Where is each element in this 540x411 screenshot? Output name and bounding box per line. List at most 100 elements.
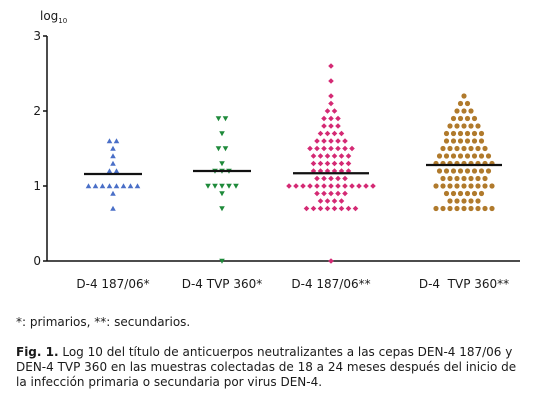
data-point-4-93	[482, 205, 488, 212]
data-point-4-33	[482, 145, 488, 152]
data-point-2-15	[219, 206, 225, 212]
caption-label: Fig. 1.	[16, 345, 59, 359]
data-point-4-71	[468, 183, 474, 189]
data-point-1-8	[92, 183, 99, 189]
data-point-3-81	[328, 258, 334, 264]
data-point-4-12	[461, 123, 467, 129]
data-point-1-16	[110, 205, 116, 211]
data-point-4-30	[461, 145, 467, 152]
data-point-4-85	[475, 198, 481, 204]
data-point-3-28	[310, 153, 317, 159]
data-point-3-21	[307, 145, 313, 152]
y-ticks: 0 1 2 3	[33, 29, 47, 268]
data-point-4-23	[457, 138, 464, 144]
data-point-4-26	[478, 138, 485, 144]
data-point-3-68	[342, 190, 348, 197]
data-point-4-52	[443, 168, 450, 174]
data-point-4-11	[454, 123, 460, 129]
data-point-4-88	[447, 205, 453, 212]
data-point-4-76	[450, 190, 457, 197]
data-point-3-24	[328, 145, 334, 152]
data-point-3-69	[317, 198, 324, 204]
data-point-3-15	[338, 130, 345, 137]
data-point-4-83	[461, 198, 467, 204]
data-point-3-67	[335, 190, 341, 197]
data-point-3-26	[342, 145, 348, 152]
data-point-3-4	[324, 108, 331, 114]
data-point-4-65	[482, 175, 488, 182]
data-point-4-1	[457, 100, 464, 107]
data-point-4-10	[447, 123, 453, 129]
data-point-3-58	[335, 183, 341, 189]
data-point-1-3	[110, 153, 116, 159]
data-point-4-38	[464, 153, 471, 159]
x-category-label-3: D-4 187/06**	[291, 277, 370, 291]
data-point-3-80	[352, 205, 359, 212]
data-point-4-94	[489, 205, 495, 212]
data-point-3-32	[338, 153, 345, 159]
data-point-3-31	[331, 153, 338, 159]
data-point-2-11	[219, 183, 225, 189]
data-point-3-3	[328, 100, 334, 107]
data-point-4-54	[457, 168, 464, 174]
data-point-4-18	[464, 130, 471, 137]
data-point-3-76	[324, 205, 331, 212]
data-point-3-62	[363, 183, 369, 189]
data-point-3-12	[317, 130, 324, 137]
data-point-4-22	[450, 138, 457, 144]
data-point-4-77	[457, 190, 464, 197]
data-point-3-29	[317, 153, 324, 159]
data-point-1-0	[106, 138, 113, 144]
footnote: *: primarios, **: secundarios.	[16, 315, 191, 329]
data-point-1-12	[120, 183, 127, 189]
data-point-3-10	[328, 123, 334, 129]
data-point-2-0	[215, 116, 222, 122]
data-point-3-17	[321, 138, 327, 144]
data-point-3-23	[321, 145, 327, 152]
data-point-4-67	[440, 183, 446, 189]
data-point-1-4	[110, 160, 116, 166]
data-point-3-54	[307, 183, 313, 189]
data-point-4-63	[468, 175, 474, 182]
data-point-3-35	[317, 160, 324, 167]
data-point-4-25	[471, 138, 478, 144]
data-point-3-8	[335, 115, 341, 122]
figure-caption: Fig. 1. Log 10 del título de anticuerpos…	[16, 345, 528, 390]
data-point-4-9	[471, 115, 478, 122]
data-point-4-66	[433, 183, 439, 189]
data-point-3-14	[331, 130, 338, 137]
data-point-3-50	[342, 175, 348, 182]
data-point-4-36	[450, 153, 457, 159]
data-point-2-3	[215, 146, 222, 152]
data-point-4-92	[475, 205, 481, 212]
data-point-1-13	[127, 183, 134, 189]
data-point-3-71	[331, 198, 338, 204]
data-point-4-16	[450, 130, 457, 137]
data-point-3-5	[331, 108, 338, 114]
data-point-4-7	[457, 115, 464, 122]
data-point-3-51	[286, 183, 292, 189]
data-point-4-19	[471, 130, 478, 137]
data-point-4-20	[478, 130, 485, 137]
data-point-4-72	[475, 183, 481, 189]
x-category-label-1: D-4 187/06*	[76, 277, 149, 291]
data-point-1-5	[106, 168, 113, 174]
data-point-4-0	[461, 93, 467, 99]
data-point-4-4	[461, 108, 467, 114]
data-point-3-63	[370, 183, 376, 189]
data-point-4-31	[468, 145, 474, 152]
data-point-3-20	[342, 138, 348, 144]
data-point-1-2	[110, 145, 116, 151]
axes	[46, 36, 520, 262]
data-point-3-48	[328, 175, 334, 182]
data-point-4-41	[485, 153, 492, 159]
y-tick-label-2: 2	[33, 104, 41, 118]
y-axis-label-subscript: 10	[58, 17, 67, 25]
data-point-4-5	[468, 108, 474, 114]
data-point-3-61	[356, 183, 362, 189]
data-point-4-84	[468, 198, 474, 204]
data-point-4-70	[461, 183, 467, 189]
caption-text: Log 10 del título de anticuerpos neutral…	[16, 345, 517, 389]
data-point-4-80	[478, 190, 485, 197]
